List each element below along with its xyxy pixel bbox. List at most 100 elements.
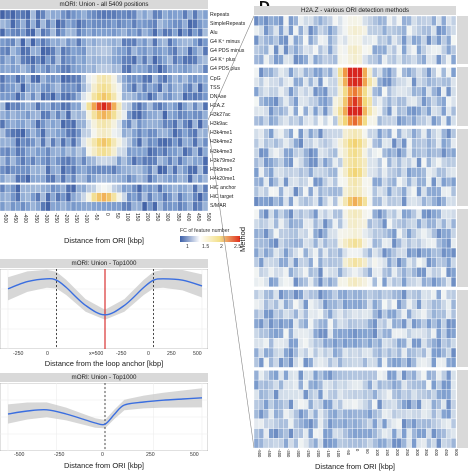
heatmap-cell xyxy=(278,147,284,158)
heatmap-cell xyxy=(101,110,107,120)
heatmap-cell xyxy=(187,119,193,129)
heatmap-cell xyxy=(416,309,422,320)
heatmap-cell xyxy=(312,389,319,400)
heatmap-cell xyxy=(298,147,304,158)
heatmap-cell xyxy=(441,276,447,288)
heatmap-cell xyxy=(278,257,284,268)
heatmap-cell xyxy=(441,115,447,126)
heatmap-cell xyxy=(303,167,309,178)
heatmap-cell xyxy=(273,247,279,258)
heatmap-cell xyxy=(106,174,112,184)
heatmap-cell xyxy=(278,44,284,55)
heatmap-cell xyxy=(317,370,324,381)
heatmap-cell xyxy=(327,67,334,78)
heatmap-cell xyxy=(391,44,398,55)
heatmap-cell xyxy=(411,96,417,107)
heatmap-cell xyxy=(273,54,279,65)
heatmap-cell xyxy=(376,247,383,258)
heatmap-cell xyxy=(258,176,265,188)
heatmap-cell xyxy=(268,338,274,349)
heatmap-cell xyxy=(177,110,183,120)
heatmap-cell xyxy=(416,167,422,178)
heatmap-cell xyxy=(357,338,363,349)
heatmap-cell xyxy=(187,73,193,84)
heatmap-cell xyxy=(258,389,265,400)
heatmap-cell xyxy=(172,64,178,75)
heatmap-cell xyxy=(445,67,452,78)
heatmap-row-label: H3k9me3 xyxy=(210,166,233,173)
heatmap-cell xyxy=(91,55,97,65)
heatmap-cell xyxy=(15,55,21,65)
heatmap-cell xyxy=(332,128,338,139)
heatmap-cell xyxy=(312,299,319,310)
heatmap-cell xyxy=(421,186,427,197)
heatmap-cell xyxy=(91,101,97,111)
heatmap-cell xyxy=(268,138,274,149)
heatmap-cell xyxy=(146,92,153,102)
heatmap-cell xyxy=(15,137,21,148)
heatmap-cell xyxy=(352,247,358,258)
heatmap-cell xyxy=(347,157,353,168)
heatmap-cell xyxy=(4,18,11,29)
heatmap-cell xyxy=(55,119,62,129)
heatmap-cell xyxy=(381,389,388,400)
heatmap-cell xyxy=(80,137,87,148)
heatmap-cell xyxy=(298,16,304,26)
heatmap-cell xyxy=(40,73,46,84)
heatmap-cell xyxy=(317,357,324,368)
heatmap-cell xyxy=(426,428,432,439)
heatmap-cell xyxy=(367,338,373,349)
heatmap-cell xyxy=(396,96,402,107)
heatmap-cell xyxy=(263,289,269,300)
heatmap-cell xyxy=(426,54,432,65)
heatmap-cell xyxy=(450,96,456,107)
heatmap-cell xyxy=(167,101,173,111)
heatmap-cell xyxy=(293,299,299,310)
heatmap-cell xyxy=(317,196,324,207)
heatmap-cell xyxy=(342,96,348,107)
heatmap-cell xyxy=(35,28,41,38)
heatmap-cell xyxy=(406,247,412,258)
heatmap-cell xyxy=(283,338,289,349)
heatmap-cell xyxy=(367,276,373,288)
heatmap-cell xyxy=(35,110,41,120)
heatmap-cell xyxy=(65,101,72,111)
heatmap-cell xyxy=(416,379,422,390)
heatmap-cell xyxy=(96,55,102,65)
heatmap-cell xyxy=(342,289,348,300)
heatmap-cell xyxy=(258,167,265,178)
heatmap-cell xyxy=(298,428,304,439)
heatmap-cell xyxy=(197,128,204,139)
heatmap-cell xyxy=(268,186,274,197)
heatmap-cell xyxy=(376,77,383,88)
heatmap-cell xyxy=(298,309,304,320)
heatmap-cell xyxy=(337,238,343,249)
heatmap-cell xyxy=(152,46,158,56)
heatmap-cell xyxy=(75,201,82,211)
heatmap-cell xyxy=(25,165,31,175)
heatmap-cell xyxy=(312,44,319,55)
heatmap-cell xyxy=(322,399,329,410)
heatmap-cell xyxy=(445,86,452,97)
heatmap-cell xyxy=(396,289,402,300)
heatmap-cell xyxy=(352,167,358,178)
heatmap-row-label: HiC target xyxy=(210,194,234,201)
heatmap-cell xyxy=(416,67,422,78)
heatmap-cell xyxy=(288,176,294,188)
heatmap-cell xyxy=(131,64,138,75)
heatmap-cell xyxy=(376,238,383,249)
heatmap-x-tick: 200 xyxy=(144,213,151,222)
heatmap-cell xyxy=(25,18,31,29)
heatmap-cell xyxy=(273,418,279,429)
heatmap-cell xyxy=(177,174,183,184)
heatmap-cell xyxy=(332,379,338,390)
heatmap-cell xyxy=(431,176,437,188)
heatmap-cell xyxy=(327,35,334,46)
heatmap-cell xyxy=(131,183,138,193)
heatmap-cell xyxy=(40,146,46,157)
heatmap-cell xyxy=(436,77,442,88)
heatmap-cell xyxy=(421,370,427,381)
heatmap-cell xyxy=(445,299,452,310)
heatmap-cell xyxy=(91,174,97,184)
heatmap-cell xyxy=(91,73,97,84)
